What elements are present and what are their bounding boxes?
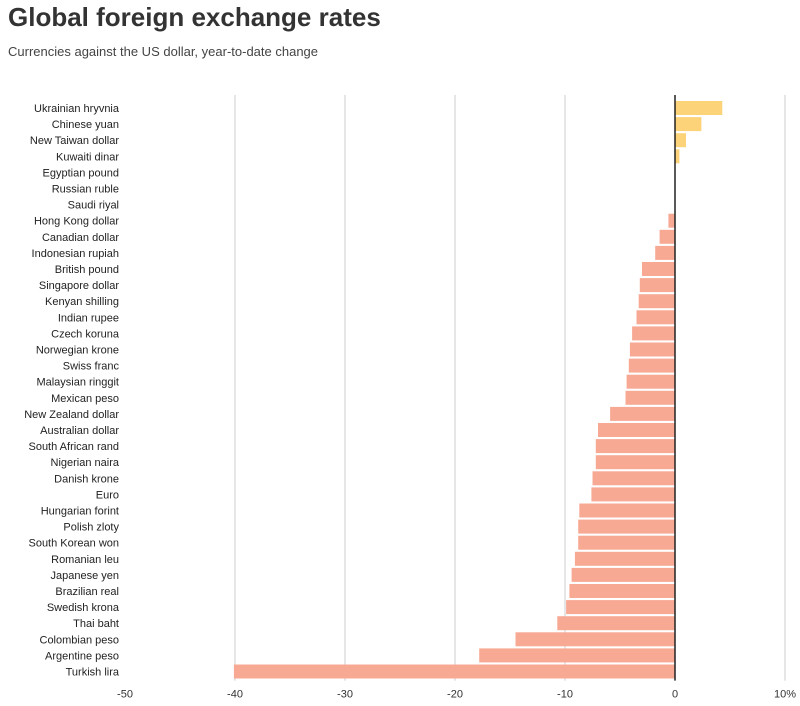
bar [668,213,675,228]
category-label: Japanese yen [51,570,120,582]
category-label: Chinese yuan [52,119,119,131]
category-label: Russian ruble [52,184,119,196]
bar [628,358,675,373]
bar [595,455,675,470]
category-label: Swedish krona [47,602,120,614]
category-label: Indonesian rupiah [32,248,119,260]
bar [642,262,675,276]
bar [479,648,675,663]
bar [578,519,675,534]
bar [571,567,675,582]
category-label: Brazilian real [55,586,119,598]
x-tick-label: 0 [672,689,678,701]
category-label: Saudi riyal [68,200,119,212]
bar [592,471,675,486]
category-label: New Zealand dollar [24,409,119,421]
bar [629,342,675,357]
chart-subtitle: Currencies against the US dollar, year-t… [8,44,319,59]
bar [675,101,723,115]
x-tick-label: -10 [557,689,573,701]
bar [610,406,675,421]
category-label: Danish krone [54,473,119,485]
bar [566,600,675,615]
category-label: Indian rupee [58,312,119,324]
x-tick-label: -30 [337,689,353,701]
bar [659,229,675,244]
category-label: Euro [96,489,119,501]
category-label: Romanian leu [51,554,119,566]
category-label: Swiss franc [63,361,120,373]
category-label: Egyptian pound [43,167,119,179]
x-tick-label: -50 [117,689,133,701]
x-tick-label: -40 [227,689,243,701]
bar [675,133,686,148]
category-label: Singapore dollar [39,280,119,292]
category-label: Australian dollar [40,425,119,437]
bar [598,423,675,437]
bar [574,551,675,566]
category-label: Thai baht [73,618,119,630]
bar [625,390,675,405]
bar [675,117,702,132]
bar [557,616,675,631]
category-label: Turkish lira [66,667,120,679]
bar [626,374,675,389]
category-label: Polish zloty [63,522,119,534]
bar [595,439,675,454]
category-label: Colombian peso [40,634,120,646]
bar [638,294,675,309]
category-label: Ukrainian hryvnia [34,103,120,115]
category-label: British pound [55,264,119,276]
category-label: Argentine peso [45,650,119,662]
category-label: Kuwaiti dinar [56,151,119,163]
bar [233,664,675,679]
category-label: Hong Kong dollar [34,216,119,228]
bar [569,584,675,598]
bar [578,535,675,550]
bar [636,310,675,325]
category-label: Hungarian forint [41,506,119,518]
x-tick-label: -20 [447,689,463,701]
bar [639,278,675,293]
category-label: Nigerian naira [51,457,120,469]
category-label: Malaysian ringgit [36,377,119,389]
category-label: New Taiwan dollar [30,135,119,147]
category-label: South Korean won [28,538,119,550]
bar [515,632,675,647]
category-label: South African rand [28,441,119,453]
bar [591,487,675,502]
bar [579,503,675,518]
bar [655,245,675,260]
chart-title: Global foreign exchange rates [8,2,381,32]
bar [632,326,675,341]
category-label: Norwegian krone [36,345,119,357]
bar [675,149,680,164]
category-label: Czech koruna [51,328,120,340]
x-tick-label: 10% [774,689,796,701]
category-label: Canadian dollar [42,232,119,244]
category-label: Mexican peso [51,393,119,405]
category-label: Kenyan shilling [45,296,119,308]
